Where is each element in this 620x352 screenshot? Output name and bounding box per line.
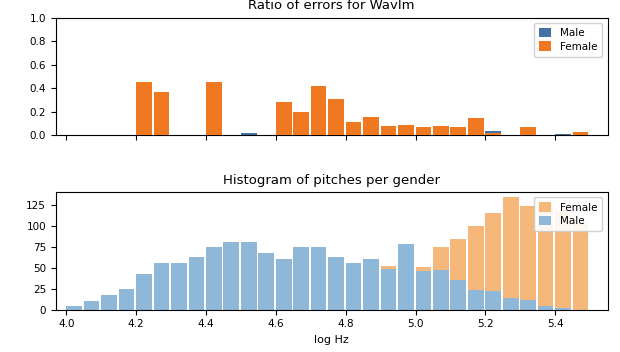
Bar [398,244,414,310]
Bar [556,134,571,136]
Bar [398,125,414,136]
Bar [346,264,361,310]
Bar [398,266,414,310]
Bar [415,131,432,136]
Bar [328,99,344,136]
Bar [451,280,466,310]
Bar [485,291,501,310]
Bar [154,307,169,310]
Bar [363,117,379,136]
Bar [381,133,396,136]
Bar [136,275,152,310]
Bar [468,226,484,310]
Bar [84,301,99,310]
Bar [293,291,309,310]
Bar [363,133,379,136]
Bar [154,133,169,136]
Bar [503,197,518,310]
Bar [415,267,432,310]
Bar [433,247,449,310]
Bar [206,133,222,136]
Title: Histogram of pitches per gender: Histogram of pitches per gender [223,174,440,187]
Bar [573,222,588,310]
Bar [241,301,257,310]
Bar [241,243,257,310]
Bar [520,127,536,136]
Bar [415,271,432,310]
Bar [171,264,187,310]
Bar [451,127,466,136]
Bar [556,308,571,310]
Bar [381,269,396,310]
Bar [433,131,449,136]
Bar [118,308,135,310]
Bar [398,133,414,136]
Bar [328,133,344,136]
Bar [346,122,361,136]
Bar [485,131,501,136]
Bar [154,92,169,136]
Bar [381,126,396,136]
Bar [206,82,222,136]
X-axis label: log Hz: log Hz [314,335,349,345]
Bar [188,306,204,310]
Bar [363,273,379,310]
Bar [223,243,239,310]
Bar [468,118,484,136]
Bar [433,126,449,136]
Bar [241,133,257,136]
Bar [381,266,396,310]
Bar [328,257,344,310]
Bar [520,127,536,136]
Bar [363,259,379,310]
Bar [259,252,274,310]
Bar [556,210,571,310]
Bar [311,86,327,136]
Bar [468,119,484,136]
Bar [538,306,554,310]
Bar [451,131,466,136]
Bar [573,132,588,136]
Bar [136,308,152,310]
Bar [503,298,518,310]
Bar [311,247,327,310]
Bar [433,270,449,310]
Bar [451,239,466,310]
Bar [259,289,274,310]
Bar [311,284,327,310]
Bar [485,213,501,310]
Bar [118,289,135,310]
Bar [101,295,117,310]
Title: Ratio of errors for Wavlm: Ratio of errors for Wavlm [249,0,415,12]
Bar [328,284,344,310]
Legend: Female, Male: Female, Male [534,197,603,231]
Bar [154,263,169,310]
Bar [311,133,327,136]
Bar [223,306,239,310]
Bar [520,300,536,310]
Bar [293,112,309,136]
Bar [346,273,361,310]
Bar [136,82,152,136]
Bar [346,132,361,136]
Bar [485,133,501,136]
Bar [415,127,432,136]
Bar [276,133,291,136]
Legend: Male, Female: Male, Female [534,23,603,57]
Bar [206,306,222,310]
Bar [66,306,82,310]
Bar [276,102,291,136]
Bar [468,290,484,310]
Bar [520,206,536,310]
Bar [136,133,152,136]
Bar [293,133,309,136]
Bar [206,247,222,310]
Bar [276,290,291,310]
Bar [276,259,291,310]
Bar [293,247,309,310]
Bar [188,257,204,310]
Bar [538,204,554,310]
Bar [171,307,187,310]
